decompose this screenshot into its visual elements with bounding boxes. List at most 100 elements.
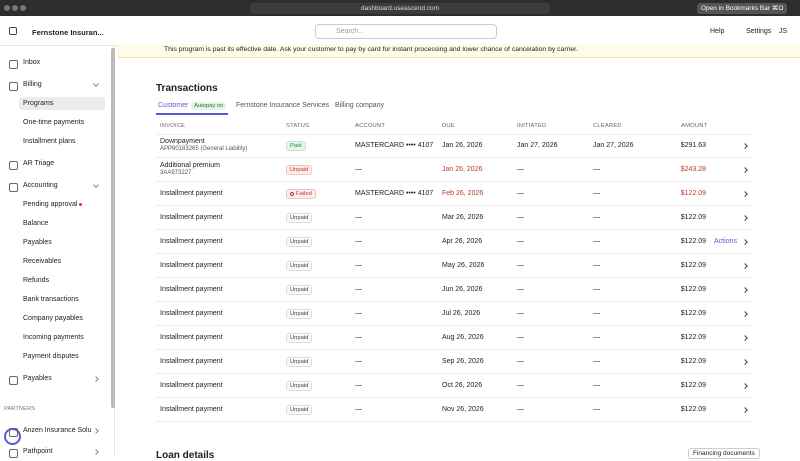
scrollbar: [111, 48, 115, 408]
invoice: Installment payment: [160, 334, 223, 341]
bookmark-button[interactable]: Open in Bookmarks Bar ⌘O: [697, 3, 788, 14]
actions-link[interactable]: Actions: [714, 238, 737, 245]
column-header: INVOICE: [160, 123, 186, 129]
amount: $122.09: [680, 406, 706, 413]
initiated-date: —: [517, 382, 524, 389]
nav-subitem[interactable]: Bank transactions: [23, 296, 79, 303]
due-date: Sep 26, 2026: [442, 358, 484, 365]
table-row[interactable]: Installment payment Unpaid — May 26, 2026 — —…: [156, 254, 752, 278]
row-divider: [156, 134, 752, 135]
table-row[interactable]: Installment payment Unpaid — Apr 26, 2026 — —…: [156, 230, 752, 254]
invoice: Installment payment: [160, 262, 223, 269]
status-badge: Unpaid: [286, 165, 313, 175]
help-link[interactable]: Help: [710, 28, 725, 35]
amount: $243.28: [680, 166, 706, 173]
table-row[interactable]: Installment payment Unpaid — Oct 26, 2026 — —…: [156, 374, 752, 398]
partner-item[interactable]: Anzen Insurance Solu: [0, 427, 108, 437]
tab[interactable]: Customer: [158, 102, 189, 109]
financing-button[interactable]: Financing documents: [688, 448, 760, 459]
status-badge: Unpaid: [286, 309, 313, 319]
cleared-date: —: [593, 382, 600, 389]
initiated-date: —: [517, 358, 524, 365]
nav-subitem[interactable]: Balance: [23, 220, 49, 227]
status-badge: Failed: [286, 189, 316, 199]
chevron: [93, 182, 99, 188]
status-badge: Unpaid: [286, 213, 313, 223]
nav-item[interactable]: AR Triage: [0, 160, 108, 170]
table-row[interactable]: Installment payment Unpaid — Jun 26, 2026 — —…: [156, 278, 752, 302]
table-row[interactable]: Additional premium 3AA973227 Unpaid — Jan 26…: [156, 158, 752, 182]
account: MASTERCARD •••• 4107: [355, 190, 434, 197]
table-row[interactable]: Downpayment APP80183265 (General Liabilit…: [156, 134, 752, 158]
tab[interactable]: Fernstone Insurance Services: [236, 102, 329, 109]
row-arrow: [742, 407, 748, 413]
table-row[interactable]: Installment payment Unpaid — Sep 26, 2026 — —…: [156, 350, 752, 374]
status-badge: Unpaid: [286, 261, 313, 271]
app-header: [0, 16, 800, 46]
row-arrow: [742, 215, 748, 221]
section-label: PARTNERS: [4, 406, 36, 412]
invoice: Installment payment: [160, 286, 223, 293]
account: —: [355, 238, 362, 245]
nav-subitem[interactable]: Programs: [19, 97, 105, 110]
chevron: [93, 376, 99, 382]
table-row[interactable]: Installment payment Unpaid — Aug 26, 2026 — —…: [156, 326, 752, 350]
nav-subitem[interactable]: Incoming payments: [23, 334, 84, 341]
amount: $122.09: [680, 190, 706, 197]
table-row[interactable]: Installment payment Unpaid — Jul 26, 2026 — —…: [156, 302, 752, 326]
search-box[interactable]: Search...: [315, 24, 497, 39]
cleared-date: —: [593, 214, 600, 221]
invoice: Installment payment: [160, 382, 223, 389]
nav-subitem[interactable]: Receivables: [23, 258, 62, 265]
url-bar[interactable]: dashboard.useascend.com: [250, 3, 550, 14]
window-dot: [20, 5, 26, 11]
row-arrow: [742, 335, 748, 341]
user-avatar[interactable]: JS: [779, 28, 788, 35]
due-date: Aug 26, 2026: [442, 334, 484, 341]
nav-subitem[interactable]: Pending approval: [19, 198, 105, 211]
cleared-date: —: [593, 166, 600, 173]
nav-item[interactable]: Billing: [0, 81, 108, 91]
settings-link[interactable]: Settings: [746, 28, 772, 35]
section-title: Transactions: [156, 83, 218, 94]
table-row[interactable]: Installment payment Unpaid — Nov 26, 2026 — —…: [156, 398, 752, 422]
nav-item[interactable]: Accounting: [0, 182, 108, 192]
amount: $122.09: [680, 238, 706, 245]
initiated-date: —: [517, 286, 524, 293]
sidebar-toggle[interactable]: [9, 27, 17, 35]
cleared-date: Jan 27, 2026: [593, 142, 634, 149]
column-header: STATUS: [286, 123, 310, 129]
cleared-date: —: [593, 310, 600, 317]
nav-subitem[interactable]: One-time payments: [23, 119, 85, 126]
nav-subitem[interactable]: Installment plans: [23, 138, 76, 145]
initiated-date: —: [517, 238, 524, 245]
row-arrow: [742, 239, 748, 245]
partner-item[interactable]: Pathpoint: [0, 448, 108, 458]
shortcut: ⌘O: [771, 5, 784, 12]
nav-subitem[interactable]: Company payables: [23, 315, 83, 322]
nav-subitem[interactable]: Refunds: [23, 277, 50, 284]
nav-subitem[interactable]: Payables: [23, 239, 52, 246]
org-name[interactable]: Fernstone Insuran...: [32, 28, 104, 37]
initiated-date: —: [517, 190, 524, 197]
cleared-date: —: [593, 358, 600, 365]
nav-item[interactable]: Payables: [0, 375, 108, 385]
nav-item[interactable]: Inbox: [0, 59, 108, 69]
row-arrow: [742, 167, 748, 173]
nav-subitem[interactable]: Payment disputes: [23, 353, 79, 360]
amount: $122.09: [680, 262, 706, 269]
row-arrow: [742, 191, 748, 197]
account: MASTERCARD •••• 4107: [355, 142, 434, 149]
account: —: [355, 334, 362, 341]
chevron: [93, 428, 99, 434]
invoice: Installment payment: [160, 310, 223, 317]
invoice: Installment payment: [160, 406, 223, 413]
initiated-date: —: [517, 334, 524, 341]
table-row[interactable]: Installment payment Failed MASTERCARD ••••…: [156, 182, 752, 206]
due-date: Jul 26, 2026: [442, 310, 481, 317]
column-header: AMOUNT: [681, 123, 708, 129]
tab[interactable]: Billing company: [335, 102, 385, 109]
account: —: [355, 310, 362, 317]
table-row[interactable]: Installment payment Unpaid — Mar 26, 2026 — —…: [156, 206, 752, 230]
